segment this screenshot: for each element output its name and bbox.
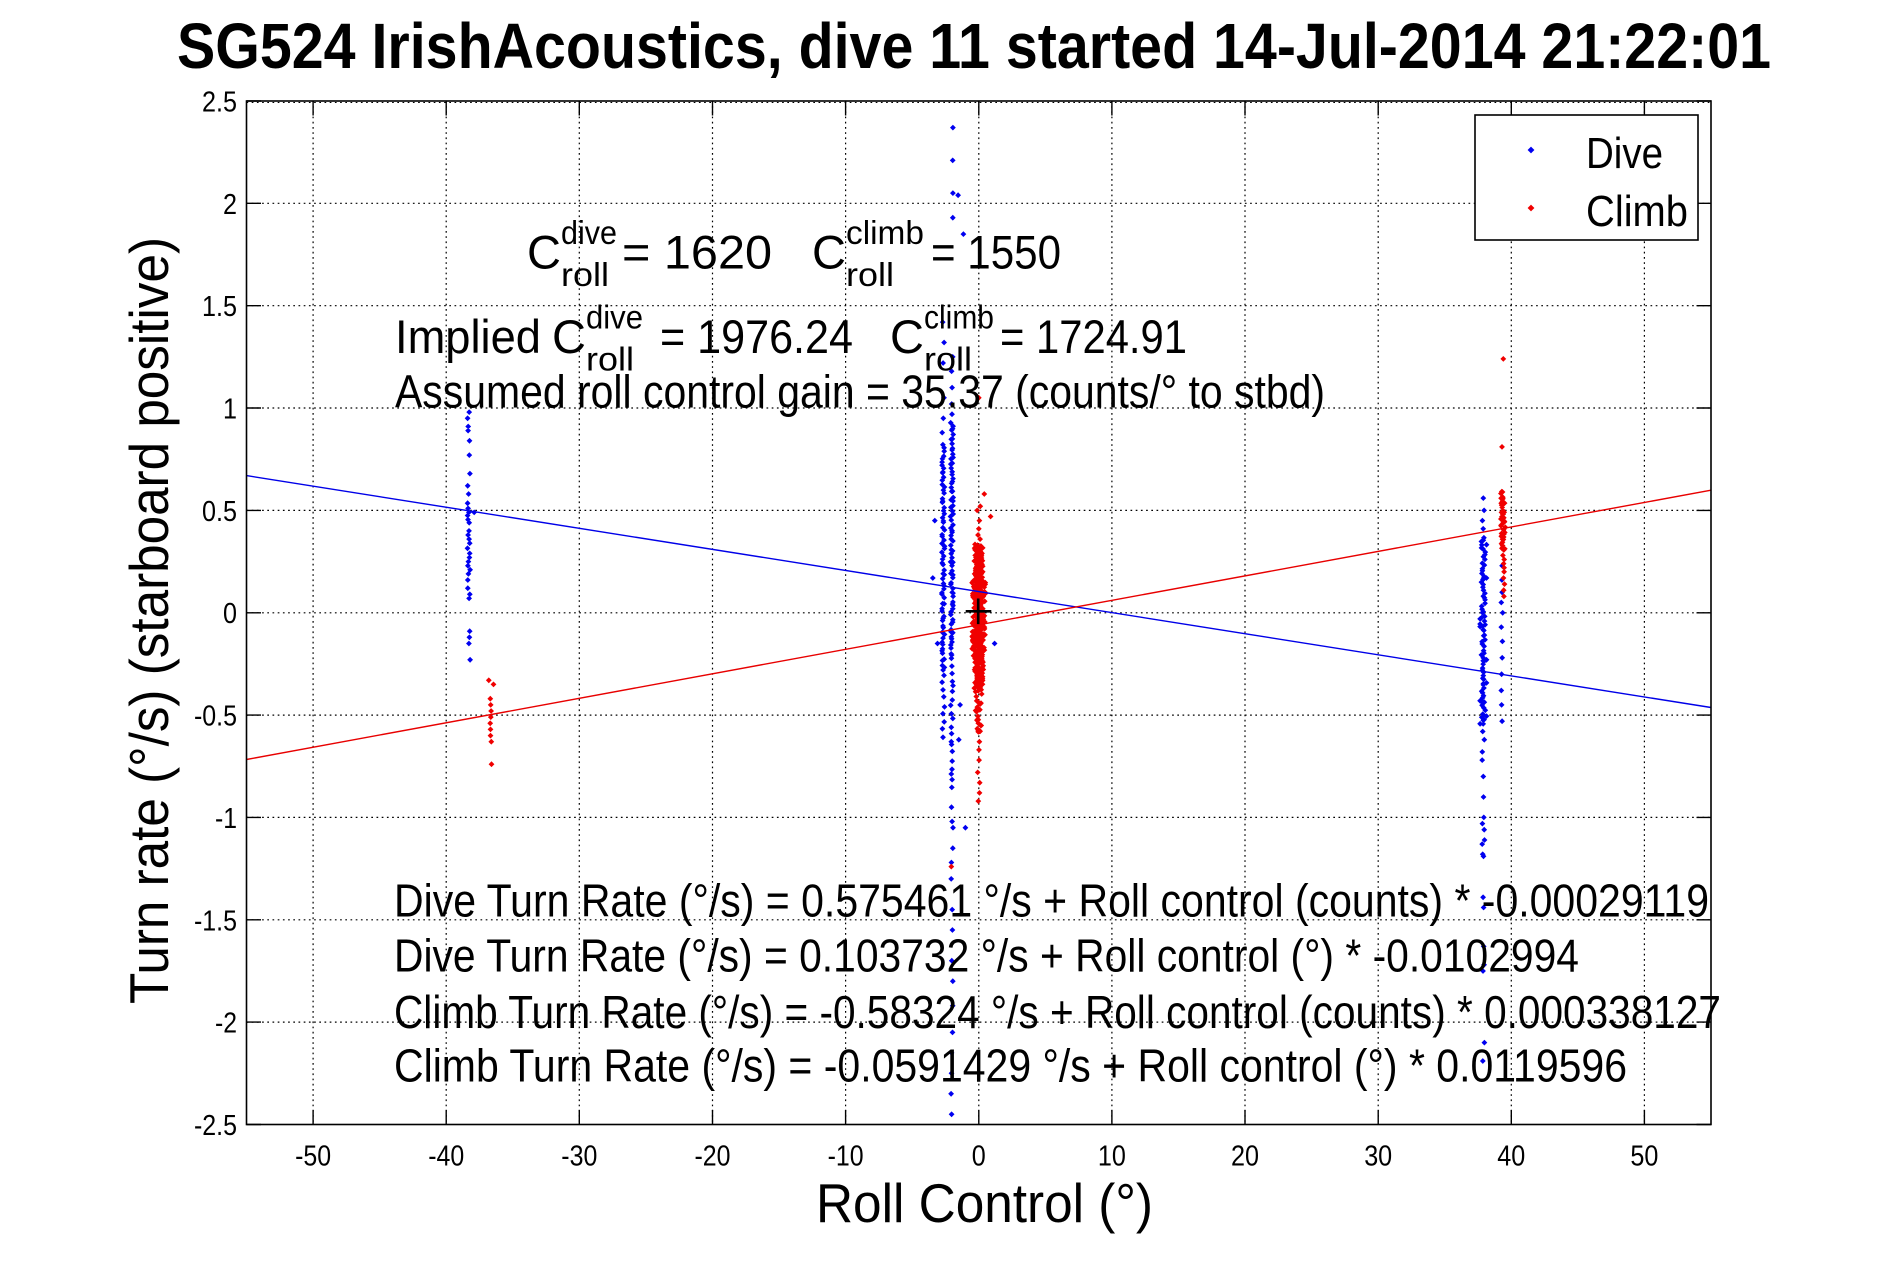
- svg-text:20: 20: [1231, 1141, 1259, 1173]
- svg-text:-50: -50: [295, 1141, 331, 1173]
- svg-text:Dive Turn Rate (°/s) = 0.10373: Dive Turn Rate (°/s) = 0.103732 °/s + Ro…: [394, 929, 1579, 981]
- svg-text:Climb: Climb: [1586, 187, 1688, 236]
- svg-text:= 1724.91: = 1724.91: [1000, 310, 1187, 363]
- svg-text:C: C: [812, 226, 846, 279]
- svg-text:Climb Turn Rate (°/s) = -0.059: Climb Turn Rate (°/s) = -0.0591429 °/s +…: [394, 1040, 1627, 1092]
- svg-text:2.5: 2.5: [202, 87, 237, 119]
- svg-text:= 1620: = 1620: [622, 226, 772, 279]
- svg-text:C: C: [527, 226, 561, 279]
- svg-text:1: 1: [223, 394, 237, 426]
- svg-text:-0.5: -0.5: [194, 701, 237, 733]
- svg-text:climb: climb: [846, 214, 924, 251]
- svg-text:-1: -1: [215, 803, 237, 835]
- svg-text:roll: roll: [924, 341, 972, 378]
- svg-text:40: 40: [1497, 1141, 1525, 1173]
- svg-text:50: 50: [1630, 1141, 1658, 1173]
- svg-text:SG524 IrishAcoustics, dive 11: SG524 IrishAcoustics, dive 11 started 14…: [177, 10, 1771, 82]
- svg-text:30: 30: [1364, 1141, 1392, 1173]
- svg-text:-30: -30: [561, 1141, 597, 1173]
- svg-text:-20: -20: [695, 1141, 731, 1173]
- svg-text:Dive: Dive: [1586, 129, 1663, 178]
- svg-text:0: 0: [223, 598, 237, 630]
- svg-text:1.5: 1.5: [202, 291, 237, 323]
- svg-text:0: 0: [972, 1141, 986, 1173]
- svg-text:-10: -10: [828, 1141, 864, 1173]
- svg-text:C: C: [552, 310, 586, 363]
- svg-text:Dive Turn Rate (°/s) = 0.57546: Dive Turn Rate (°/s) = 0.575461 °/s + Ro…: [394, 875, 1709, 927]
- svg-text:dive: dive: [586, 299, 643, 336]
- svg-text:2: 2: [223, 189, 237, 221]
- svg-text:dive: dive: [561, 214, 617, 251]
- svg-text:Turn rate (°/s) (starboard pos: Turn rate (°/s) (starboard positive): [118, 237, 180, 1004]
- svg-text:-1.5: -1.5: [194, 905, 237, 937]
- svg-text:Roll Control (°): Roll Control (°): [816, 1172, 1153, 1234]
- svg-text:= 1976.24: = 1976.24: [660, 310, 853, 363]
- svg-text:C: C: [890, 310, 924, 363]
- svg-text:0.5: 0.5: [202, 496, 237, 528]
- svg-text:-2: -2: [215, 1008, 237, 1040]
- svg-text:Climb Turn Rate (°/s) = -0.583: Climb Turn Rate (°/s) = -0.58324 °/s + R…: [394, 986, 1721, 1038]
- svg-text:roll: roll: [586, 341, 634, 378]
- svg-text:-2.5: -2.5: [194, 1110, 237, 1142]
- svg-text:climb: climb: [924, 299, 994, 336]
- svg-text:10: 10: [1098, 1141, 1126, 1173]
- svg-text:= 1550: = 1550: [931, 226, 1061, 279]
- svg-text:Assumed roll control gain = 35: Assumed roll control gain = 35.37 (count…: [395, 365, 1325, 417]
- svg-text:Implied: Implied: [395, 310, 541, 363]
- svg-text:roll: roll: [561, 256, 609, 293]
- svg-text:-40: -40: [428, 1141, 464, 1173]
- svg-text:roll: roll: [846, 256, 894, 293]
